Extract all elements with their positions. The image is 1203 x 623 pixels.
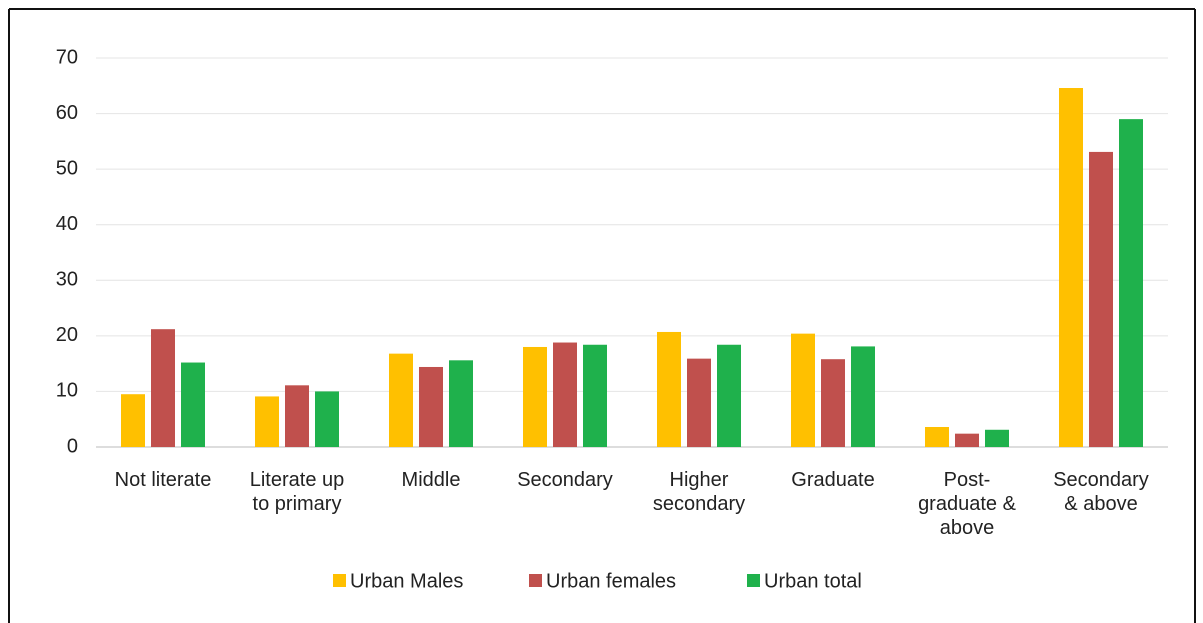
bar <box>687 358 711 447</box>
bar <box>151 329 175 447</box>
bar <box>985 429 1009 447</box>
bar <box>583 344 607 447</box>
y-tick-label: 50 <box>56 157 78 179</box>
bar <box>553 342 577 447</box>
y-tick-label: 20 <box>56 324 78 346</box>
legend-label: Urban total <box>764 570 862 592</box>
legend-swatch <box>333 574 346 587</box>
bar <box>821 359 845 447</box>
bar <box>389 353 413 447</box>
x-tick-label: Post- graduate & above <box>918 469 1016 539</box>
bar <box>255 396 279 447</box>
legend-label: Urban females <box>546 570 676 592</box>
x-tick-label: Higher secondary <box>652 469 746 515</box>
bar <box>791 333 815 447</box>
bar <box>419 366 443 447</box>
bar <box>925 426 949 447</box>
legend-label: Urban Males <box>350 570 463 592</box>
bar <box>285 385 309 447</box>
bar <box>449 360 473 447</box>
x-tick-label: Graduate <box>791 469 875 491</box>
bar <box>121 394 145 447</box>
bar <box>955 433 979 447</box>
legend-swatch <box>529 574 542 587</box>
bar <box>851 346 875 447</box>
y-tick-label: 0 <box>67 435 78 457</box>
bar <box>315 391 339 447</box>
legend-swatch <box>747 574 760 587</box>
bar <box>657 331 681 447</box>
x-tick-label: Not literate <box>114 469 212 491</box>
bar <box>1089 151 1113 447</box>
y-tick-label: 60 <box>56 102 78 124</box>
bar <box>523 346 547 447</box>
x-tick-label: Secondary & above <box>1053 469 1149 515</box>
x-tick-label: Literate up to primary <box>249 469 345 515</box>
y-tick-label: 40 <box>56 213 78 235</box>
bar <box>1059 88 1083 447</box>
bar <box>181 362 205 447</box>
x-tick-label: Secondary <box>517 469 613 491</box>
x-tick-label: Middle <box>401 469 461 491</box>
y-tick-label: 70 <box>56 46 78 68</box>
bar <box>1119 119 1143 447</box>
y-tick-label: 10 <box>56 380 78 402</box>
bar <box>717 344 741 447</box>
y-tick-label: 30 <box>56 269 78 291</box>
